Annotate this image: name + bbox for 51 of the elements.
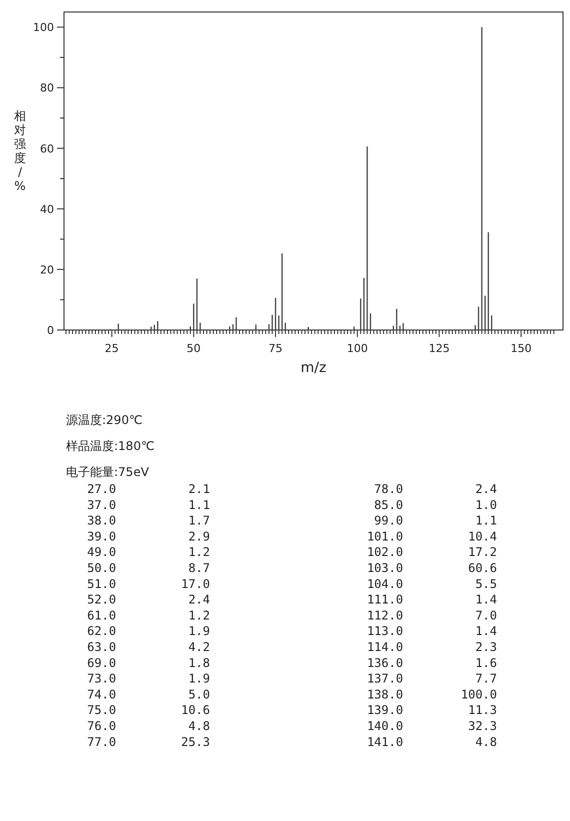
x-tick-label: 50 — [186, 342, 201, 355]
text: 112.0 7.0 — [366, 608, 497, 622]
text: 137.0 7.7 — [366, 672, 497, 686]
x-tick-label: 125 — [428, 342, 450, 355]
text: 63.0 4.2 — [87, 640, 210, 654]
y-axis-title: 相对强度/% — [14, 109, 26, 193]
y-tick-label: 60 — [40, 142, 54, 156]
text: 138.0 100.0 — [366, 687, 497, 702]
text: 75.0 10.6 — [87, 703, 210, 718]
text: 74.0 5.0 — [87, 687, 210, 702]
text: 104.0 5.5 — [366, 576, 497, 591]
text: 102.0 17.2 — [366, 545, 497, 560]
text: 39.0 2.9 — [87, 529, 210, 544]
text: 141.0 4.8 — [366, 734, 497, 749]
text: 99.0 1.1 — [374, 514, 497, 528]
text: 78.0 2.4 — [374, 482, 497, 496]
x-tick-label: 100 — [346, 342, 368, 355]
text: 38.0 1.7 — [87, 514, 210, 528]
text: 114.0 2.3 — [366, 640, 497, 654]
text: 62.0 1.9 — [87, 624, 210, 638]
text: 140.0 32.3 — [366, 719, 497, 733]
x-tick-label: 25 — [104, 342, 119, 355]
text: 52.0 2.4 — [87, 592, 210, 607]
text: 73.0 1.9 — [87, 672, 210, 686]
text: 139.0 11.3 — [366, 703, 497, 718]
text: 111.0 1.4 — [366, 592, 497, 607]
text: 样品温度:180℃ — [66, 439, 154, 453]
text: 76.0 4.8 — [87, 719, 210, 733]
x-tick-label: 150 — [510, 342, 532, 355]
y-tick-label: 40 — [40, 202, 54, 216]
text: 源温度:290℃ — [66, 413, 142, 427]
text: 77.0 25.3 — [87, 734, 210, 749]
text: 49.0 1.2 — [87, 545, 210, 560]
x-axis-title: m/z — [300, 360, 326, 376]
text: 136.0 1.6 — [366, 656, 497, 670]
text: 51.0 17.0 — [87, 576, 210, 591]
y-tick-label: 100 — [33, 21, 54, 34]
text: 50.0 8.7 — [87, 561, 210, 575]
text: 27.0 2.1 — [87, 482, 210, 496]
text: 37.0 1.1 — [87, 498, 210, 512]
text: 61.0 1.2 — [87, 608, 210, 622]
y-tick-label: 0 — [47, 324, 54, 337]
y-tick-label: 80 — [40, 82, 54, 95]
text: 69.0 1.8 — [87, 656, 210, 670]
text: 电子能量:75eV — [66, 465, 150, 479]
y-tick-label: 20 — [40, 263, 54, 276]
text: 85.0 1.0 — [374, 498, 497, 512]
text: 101.0 10.4 — [366, 529, 497, 544]
x-tick-label: 75 — [268, 342, 283, 355]
text: 113.0 1.4 — [366, 624, 497, 638]
text: 103.0 60.6 — [366, 561, 497, 575]
